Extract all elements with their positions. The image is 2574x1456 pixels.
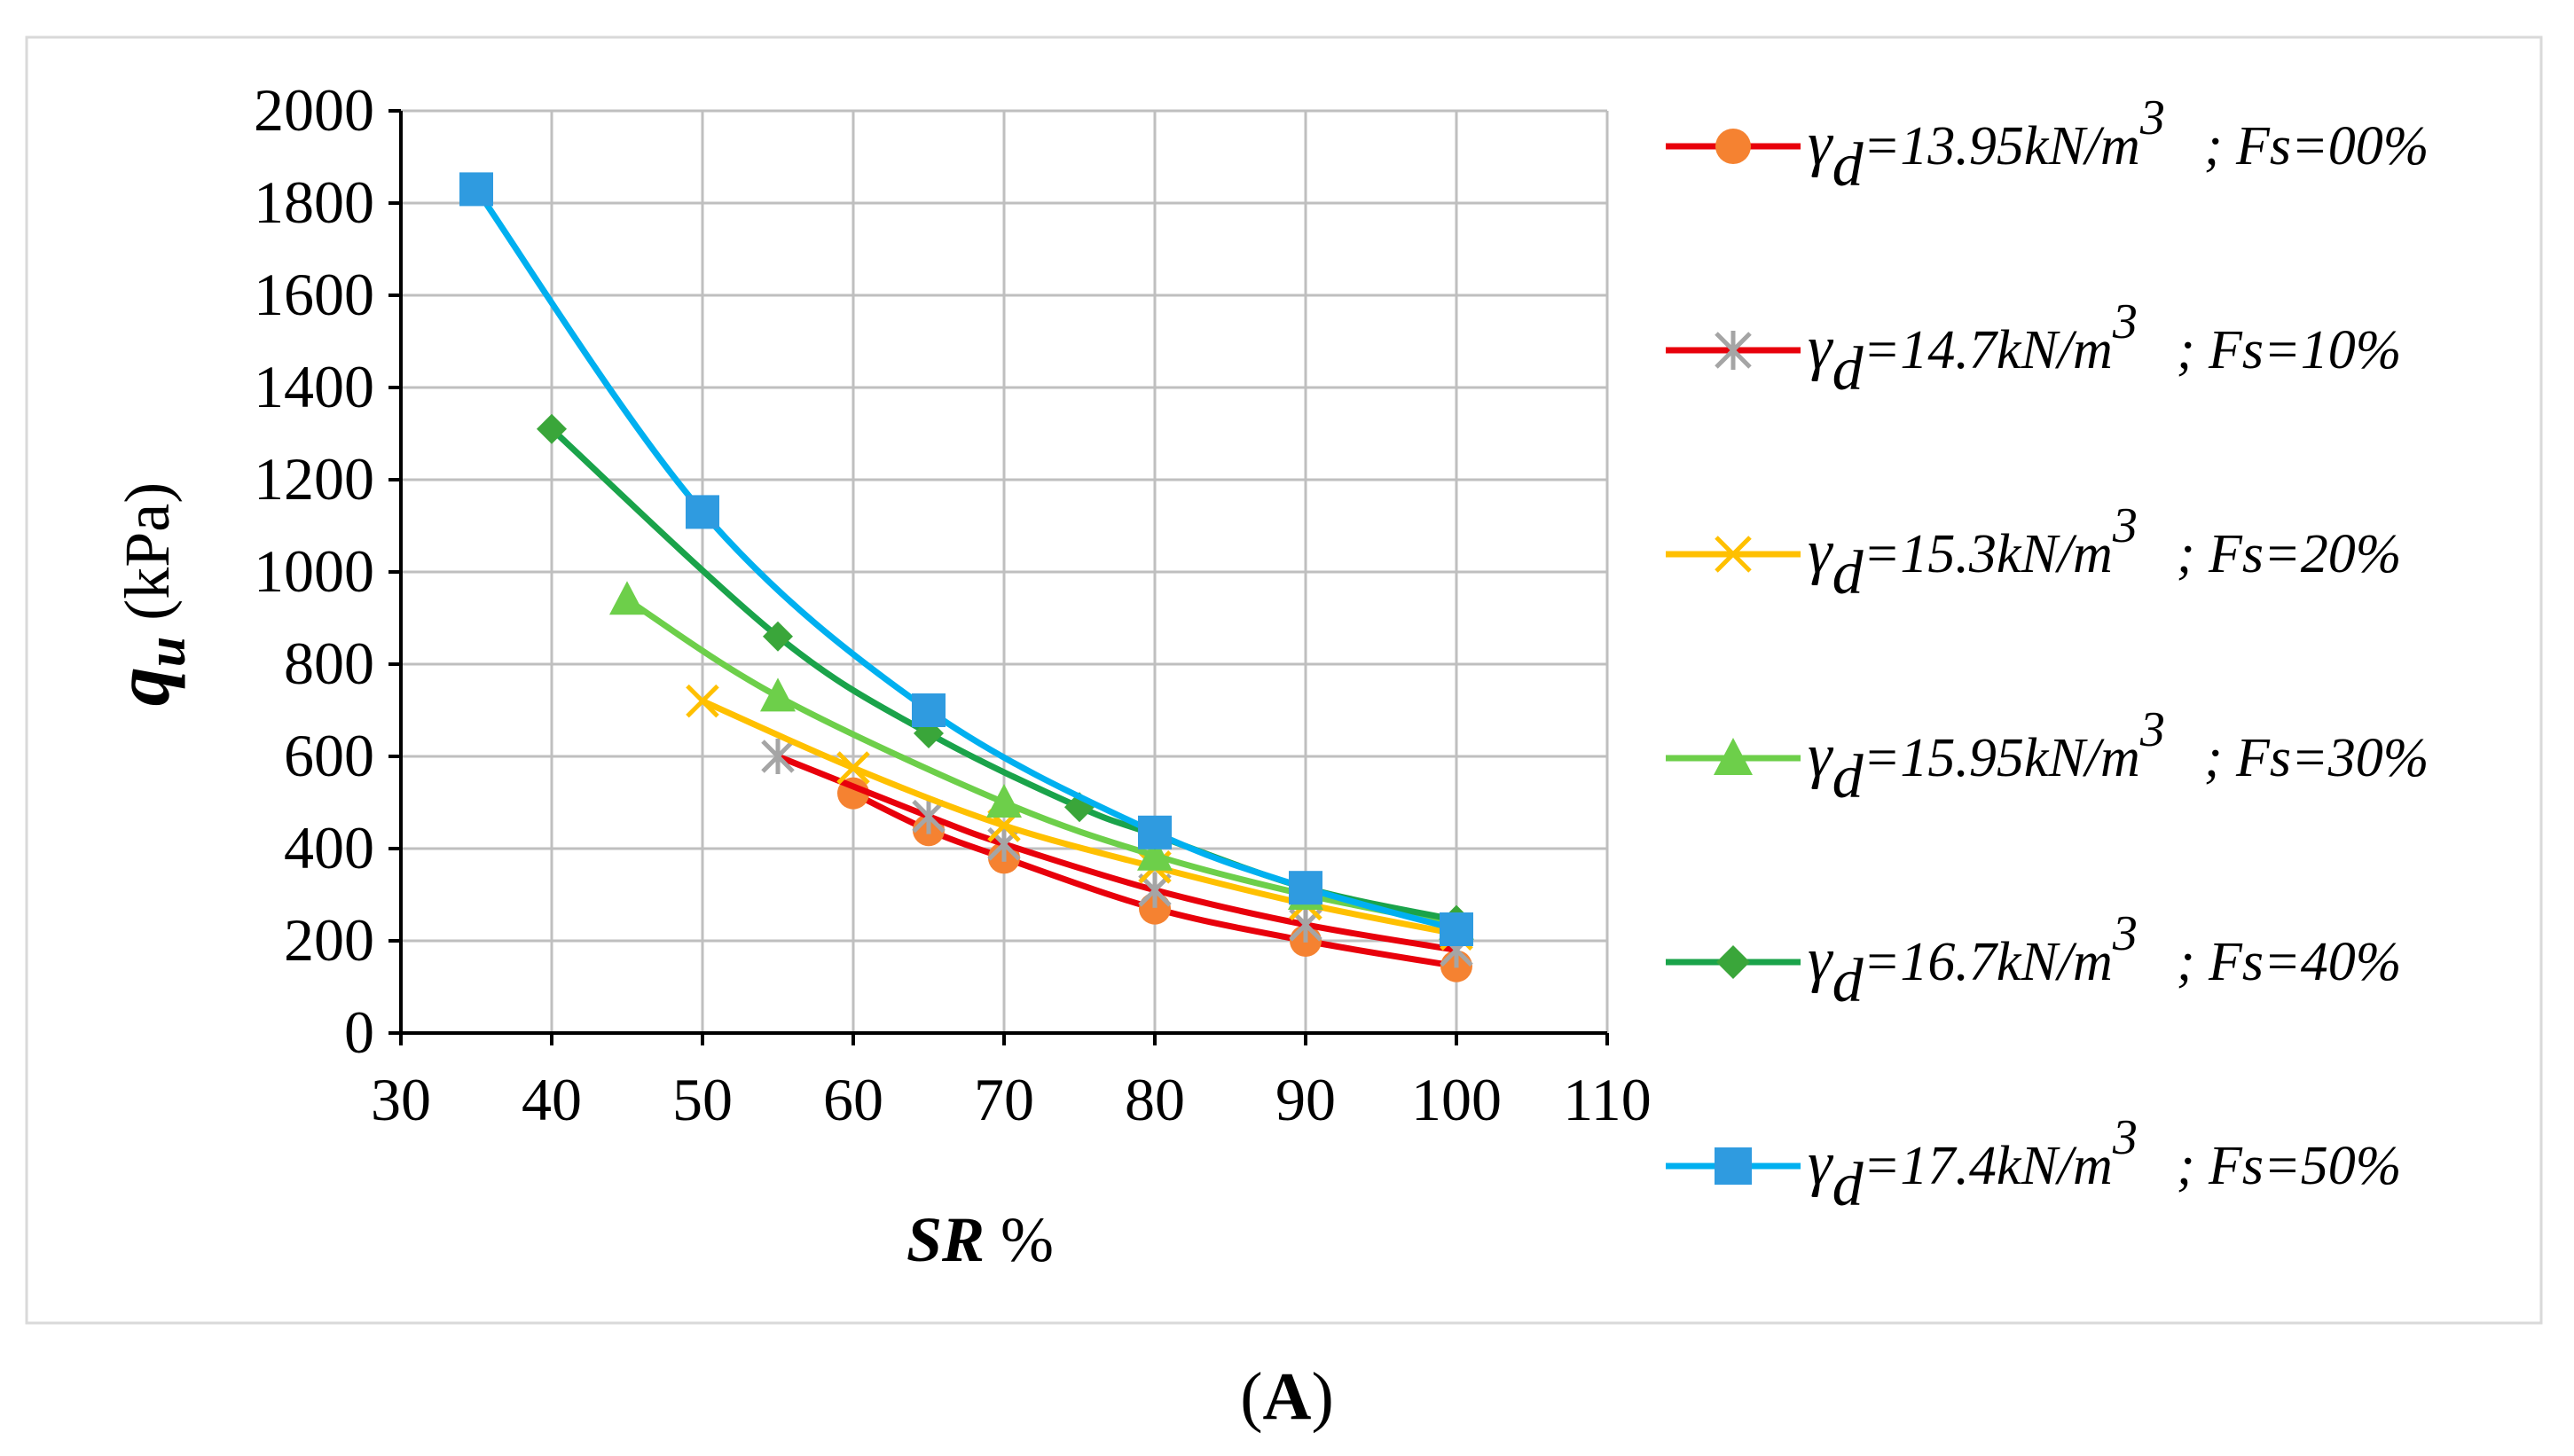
data-point: [1138, 815, 1172, 849]
y-tick-label: 200: [284, 906, 374, 974]
legend-item-2: γd=14.7kN/m3; Fs=10%: [1666, 294, 2401, 403]
x-tick-label: 100: [1411, 1066, 1502, 1133]
legend-item-5: γd=16.7kN/m3; Fs=40%: [1666, 906, 2401, 1015]
x-tick-label: 110: [1563, 1066, 1651, 1133]
y-tick-label: 1800: [254, 168, 374, 236]
x-tick-label: 90: [1275, 1066, 1336, 1133]
y-tick-label: 0: [344, 998, 374, 1066]
data-point: [537, 413, 567, 444]
y-tick-label: 600: [284, 722, 374, 789]
legend-item-3: γd=15.3kN/m3; Fs=20%: [1666, 498, 2401, 607]
data-point: [836, 751, 870, 785]
y-tick-label: 1600: [254, 261, 374, 328]
series-6: [459, 172, 1473, 946]
data-point: [761, 739, 795, 774]
y-tick-label: 800: [284, 630, 374, 697]
data-point: [1715, 1147, 1752, 1185]
data-point: [763, 621, 793, 652]
x-tick-label: 70: [974, 1066, 1034, 1133]
data-point: [1289, 871, 1322, 905]
x-tick-label: 60: [823, 1066, 883, 1133]
x-tick-label: 50: [672, 1066, 733, 1133]
data-point: [912, 798, 946, 834]
x-tick-label: 80: [1125, 1066, 1185, 1133]
y-tick-label: 2000: [254, 76, 374, 144]
y-tick-label: 1000: [254, 537, 374, 605]
y-axis-label: qu (kPa): [100, 482, 197, 706]
legend: γd=13.95kN/m3; Fs=00% γd=14.7kN/m3; Fs=10…: [1666, 90, 2429, 1219]
data-point: [686, 684, 719, 718]
data-point: [1714, 738, 1753, 775]
legend-label: γd=15.3kN/m3; Fs=20%: [1808, 498, 2401, 607]
x-tick-label: 40: [522, 1066, 582, 1133]
legend-label: γd=15.95kN/m3; Fs=30%: [1808, 702, 2429, 811]
data-point: [1716, 945, 1750, 979]
legend-label: γd=16.7kN/m3; Fs=40%: [1808, 906, 2401, 1015]
figure-caption: (A): [1240, 1359, 1334, 1434]
data-point: [1715, 129, 1751, 164]
data-point: [1137, 836, 1173, 871]
data-point: [1715, 331, 1752, 370]
data-point: [459, 172, 493, 207]
data-point: [760, 677, 796, 712]
data-point: [686, 495, 719, 529]
y-tick-label: 1400: [254, 353, 374, 420]
series-line: [774, 753, 1460, 953]
axes: [388, 109, 1609, 1045]
x-axis-label: SR %: [906, 1204, 1054, 1275]
series-group: [459, 172, 1474, 982]
legend-item-4: γd=15.95kN/m3; Fs=30%: [1666, 702, 2429, 811]
data-point: [1440, 912, 1473, 946]
legend-item-1: γd=13.95kN/m3; Fs=00%: [1666, 90, 2429, 200]
legend-label: γd=13.95kN/m3; Fs=00%: [1808, 90, 2429, 200]
legend-label: γd=14.7kN/m3; Fs=10%: [1808, 294, 2401, 403]
data-point: [912, 693, 946, 727]
y-tick-label: 400: [284, 814, 374, 881]
series-line: [699, 698, 1460, 937]
y-tick-label: 1200: [254, 445, 374, 513]
data-point: [1715, 536, 1752, 573]
legend-item-6: γd=17.4kN/m3; Fs=50%: [1666, 1110, 2401, 1219]
tick-labels: 30 40 50 60 70 80 90 100 110 0 200 400 600 800 1000 120…: [254, 76, 1652, 1133]
x-tick-label: 30: [371, 1066, 431, 1133]
data-point: [986, 784, 1022, 818]
data-point: [609, 581, 645, 615]
legend-label: γd=17.4kN/m3; Fs=50%: [1808, 1110, 2401, 1219]
chart-frame: [25, 35, 2543, 1325]
